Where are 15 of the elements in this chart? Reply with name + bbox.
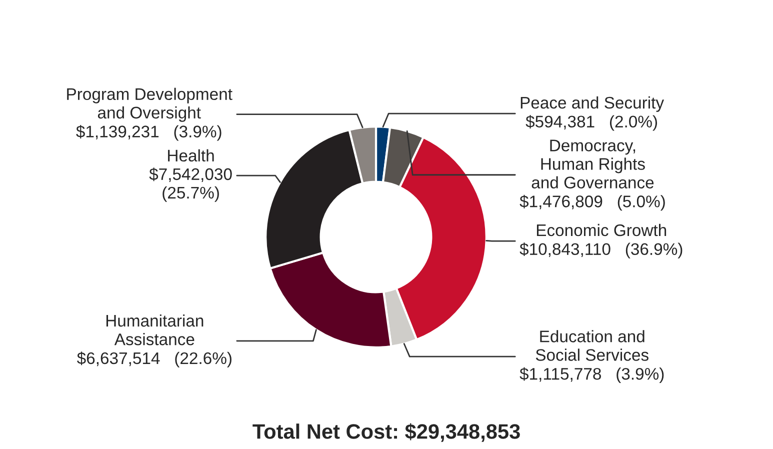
slice-label: Economic Growth [536,224,666,236]
data-label: $594,381 (2.0%) [526,115,657,131]
data-label: $1,476,809 (5.0%) [520,194,665,211]
slice-label: Health [168,149,214,162]
slice-label: Humanitarian Assistance [106,314,204,346]
data-label: $6,637,514 (22.6%) [77,352,232,368]
slice-label: Program Development and Oversight [67,88,232,122]
data-label: $7,542,030 (25.7%) [149,168,232,202]
data-label: $10,843,110 (36.9%) [520,242,682,258]
data-label: $1,115,778 (3.9%) [520,367,664,384]
data-label: $1,139,231 (3.9%) [76,124,222,141]
text: Total Net Cost: $29,348,853 [252,423,520,442]
slice-label: Democracy, Human Rights and Governance [532,140,654,188]
slice-label: Education and Social Services [536,330,648,361]
slice-label: Peace and Security [520,96,664,112]
